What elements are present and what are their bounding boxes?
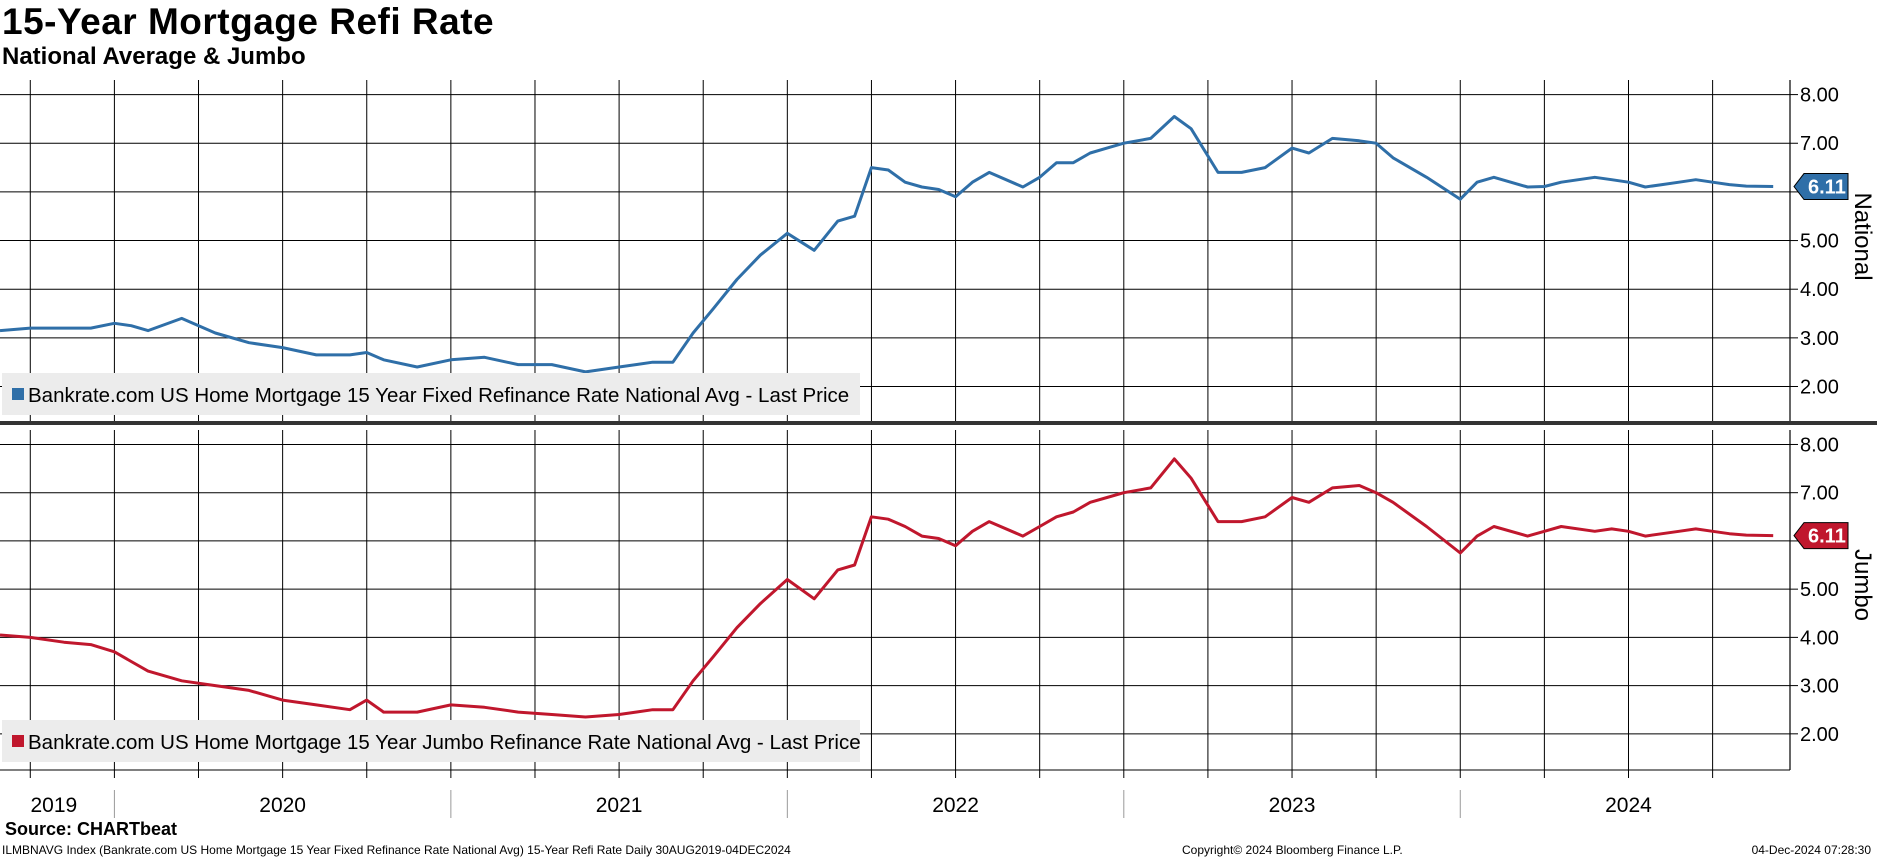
jumbo-panel-label: Jumbo	[1849, 549, 1876, 621]
national-legend-text: Bankrate.com US Home Mortgage 15 Year Fi…	[28, 384, 849, 407]
x-year-label: 2024	[1605, 794, 1652, 817]
national-last-value-label: 6.11	[1808, 177, 1846, 199]
x-year-label: 2020	[259, 794, 306, 817]
national-panel: 2.003.004.005.006.007.008.006.11National…	[0, 80, 1876, 423]
national-ytick-label: 4.00	[1800, 279, 1839, 301]
x-year-label: 2021	[596, 794, 643, 817]
x-year-label: 2023	[1269, 794, 1316, 817]
national-ytick-label: 5.00	[1800, 231, 1839, 253]
jumbo-panel: 2.003.004.005.006.007.008.006.11JumboBan…	[0, 430, 1876, 770]
jumbo-series-line	[0, 457, 1774, 719]
national-ytick-label: 3.00	[1800, 328, 1839, 350]
x-year-label: 2019	[30, 794, 77, 817]
national-last-value-badge	[1793, 173, 1849, 201]
jumbo-legend-swatch	[12, 735, 24, 747]
source-note: Source: CHARTbeat	[5, 819, 178, 839]
jumbo-last-value-label: 6.11	[1808, 526, 1846, 548]
national-panel-label: National	[1849, 192, 1876, 280]
jumbo-legend-box	[2, 720, 860, 762]
chart-subtitle: National Average & Jumbo	[2, 43, 306, 70]
national-series-line	[0, 115, 1774, 374]
x-year-label: 2022	[932, 794, 979, 817]
jumbo-ytick-label: 7.00	[1800, 483, 1839, 505]
national-ytick-label: 8.00	[1800, 85, 1839, 107]
jumbo-last-value-badge	[1793, 522, 1849, 550]
chart-title: 15-Year Mortgage Refi Rate	[2, 1, 495, 42]
jumbo-ytick-label: 3.00	[1800, 676, 1839, 698]
footer-timestamp: 04-Dec-2024 07:28:30	[1751, 843, 1871, 857]
national-legend-swatch	[12, 388, 24, 400]
footer-index-description: ILMBNAVG Index (Bankrate.com US Home Mor…	[2, 843, 791, 857]
national-ytick-label: 2.00	[1800, 377, 1839, 399]
jumbo-legend-text: Bankrate.com US Home Mortgage 15 Year Ju…	[28, 731, 861, 754]
jumbo-ytick-label: 8.00	[1800, 434, 1839, 456]
national-legend-box	[2, 373, 860, 415]
x-axis: 2019 2020 2021 2022 2023 2024	[0, 421, 1877, 818]
national-ytick-label: 7.00	[1800, 133, 1839, 155]
footer-copyright: Copyright© 2024 Bloomberg Finance L.P.	[1182, 843, 1403, 857]
jumbo-ytick-label: 4.00	[1800, 627, 1839, 649]
jumbo-ytick-label: 2.00	[1800, 724, 1839, 746]
jumbo-ytick-label: 5.00	[1800, 579, 1839, 601]
